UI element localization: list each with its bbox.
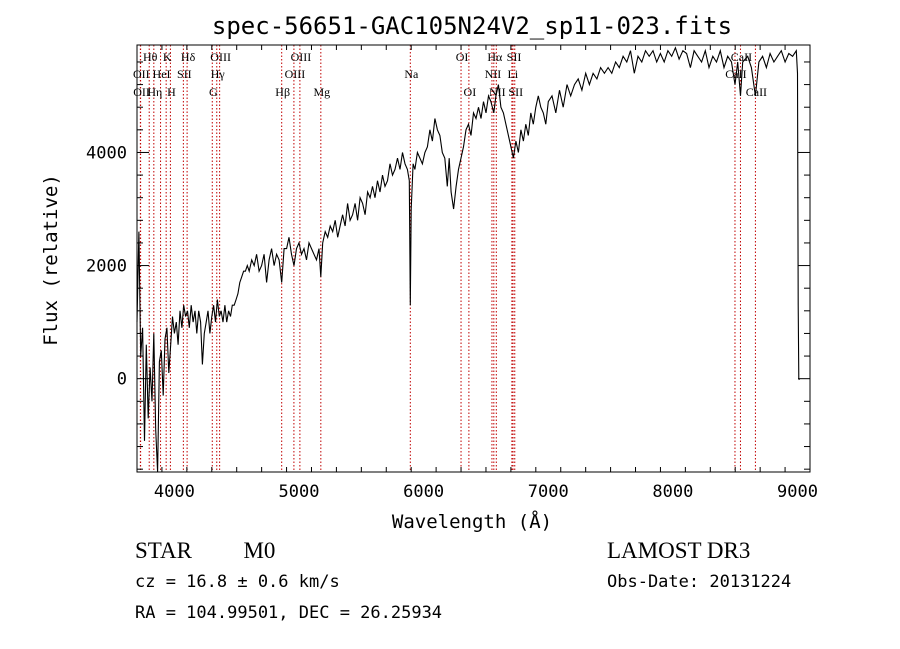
chart-title: spec-56651-GAC105N24V2_sp11-023.fits — [212, 12, 732, 40]
y-tick-label: 2000 — [86, 257, 127, 277]
marker-label: Hβ — [275, 85, 290, 99]
marker-label: OII — [133, 67, 150, 81]
x-tick-label: 9000 — [777, 482, 818, 502]
redshift-text: cz = 16.8 ± 0.6 km/s — [135, 572, 340, 592]
marker-label: SII — [177, 67, 192, 81]
marker-label: Hη — [147, 85, 162, 99]
x-axis-label: Wavelength (Å) — [392, 510, 552, 533]
marker-label: G — [209, 85, 218, 99]
marker-label: OIII — [285, 67, 306, 81]
marker-label: Li — [508, 67, 519, 81]
marker-label: SII — [507, 50, 522, 64]
marker-label: OIII — [210, 50, 231, 64]
obs-date-text: Obs-Date: 20131224 — [607, 572, 792, 592]
spectrum-line — [136, 46, 800, 473]
y-tick-label: 0 — [117, 370, 127, 390]
y-axis-ticks: 0 2000 4000 — [86, 61, 810, 470]
marker-label: Hα — [487, 50, 503, 64]
x-tick-label: 8000 — [652, 482, 693, 502]
x-tick-label: 4000 — [154, 482, 195, 502]
marker-label: Hθ — [143, 50, 158, 64]
marker-label: Hγ — [211, 67, 226, 81]
marker-label: K — [163, 50, 172, 64]
marker-label: OI — [456, 50, 469, 64]
marker-label: Na — [404, 67, 419, 81]
y-axis-label: Flux (relative) — [40, 174, 62, 346]
line-label-group: Hθ K Hδ OIII OIII OI Hα SII CaII OII HeI SII Hγ OIII N… — [133, 50, 767, 99]
marker-label: NII — [485, 67, 502, 81]
marker-label: CaII — [746, 85, 767, 99]
marker-label: OI — [464, 85, 477, 99]
marker-label: Hδ — [181, 50, 196, 64]
y-tick-label: 4000 — [86, 143, 127, 163]
marker-label: OIII — [291, 50, 312, 64]
marker-label: Mg — [313, 85, 330, 99]
marker-label: H — [167, 85, 176, 99]
subclass-value: M0 — [243, 538, 276, 563]
classification-label: STAR M0 — [135, 538, 275, 564]
x-tick-label: 6000 — [403, 482, 444, 502]
x-tick-label: 5000 — [279, 482, 320, 502]
line-marker-group — [139, 45, 756, 472]
marker-label: HeI — [153, 67, 171, 81]
marker-label: CaII — [731, 50, 752, 64]
marker-label: SII — [508, 85, 523, 99]
x-axis-ticks: 4000 5000 6000 7000 8000 9000 — [136, 45, 818, 502]
survey-label: LAMOST DR3 — [607, 538, 751, 563]
coordinates-text: RA = 104.99501, DEC = 26.25934 — [135, 603, 443, 623]
x-tick-label: 7000 — [528, 482, 569, 502]
plot-frame — [136, 44, 811, 473]
class-value: STAR — [135, 538, 192, 563]
